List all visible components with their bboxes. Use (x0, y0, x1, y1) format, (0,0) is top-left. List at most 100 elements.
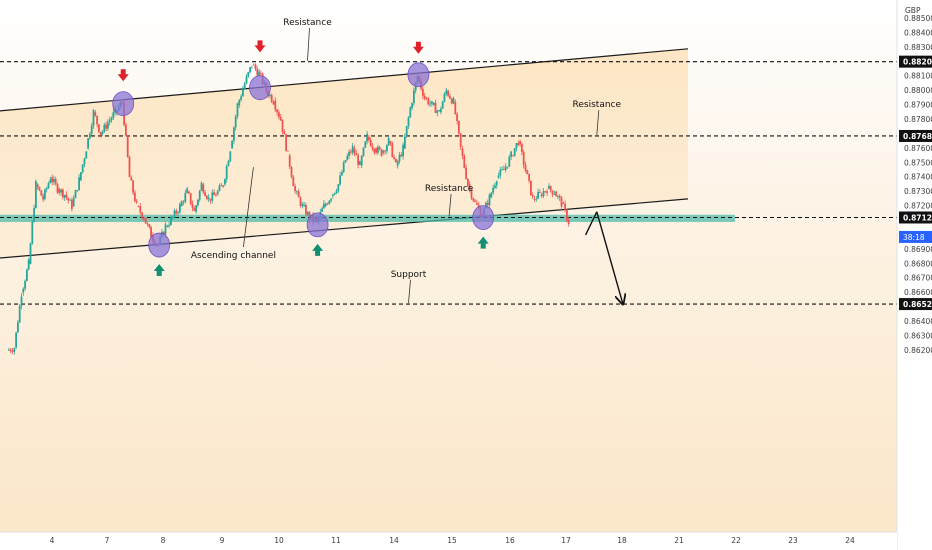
candle (425, 96, 428, 101)
candle (332, 194, 334, 199)
time-tick-label: 16 (505, 536, 515, 545)
candle (519, 139, 521, 147)
price-axis-background (897, 0, 932, 550)
candle (24, 279, 26, 291)
annotations-layer: Resistance Resistance Resistance Ascending … (191, 18, 622, 304)
candle (220, 182, 223, 187)
candle (287, 150, 289, 152)
candle (508, 154, 511, 168)
candle (168, 221, 170, 229)
time-axis[interactable]: 4 7 8 9 10 11 14 15 16 17 18 21 22 23 24 (50, 536, 855, 545)
candle (395, 158, 397, 163)
candle (368, 134, 370, 143)
price-tick-label: 0.88100 (904, 72, 932, 81)
candle (191, 200, 194, 212)
candle (432, 102, 435, 106)
candle (211, 189, 214, 204)
candle (96, 115, 98, 128)
candle (71, 197, 73, 212)
candle (67, 197, 70, 204)
candle (384, 149, 386, 155)
candle (62, 188, 64, 200)
time-tick-label: 8 (161, 536, 166, 545)
candle (461, 145, 464, 160)
candle (58, 187, 61, 196)
channel-lower-line[interactable] (0, 198, 689, 259)
price-tick-label: 0.86200 (904, 346, 932, 355)
candle (76, 190, 79, 193)
candle (402, 142, 404, 160)
price-tick-label: 0.86300 (904, 331, 932, 340)
candle (63, 194, 66, 201)
candle (396, 159, 399, 169)
arrow-down-icon (412, 41, 424, 54)
candle (197, 198, 199, 208)
candle (148, 223, 151, 229)
candle (359, 160, 361, 166)
candle (400, 152, 403, 158)
candle (387, 137, 390, 146)
pivot-circle-3 (306, 212, 329, 238)
candle (530, 180, 532, 196)
candle (407, 116, 410, 130)
candle (488, 193, 491, 209)
candle (305, 202, 307, 216)
candle (296, 190, 298, 195)
candle (200, 181, 203, 192)
candle (456, 112, 458, 125)
candle (85, 150, 88, 159)
candle (517, 140, 520, 146)
time-tick-label: 9 (220, 536, 225, 545)
candle (42, 193, 44, 202)
candle (445, 87, 448, 96)
time-tick-label: 21 (674, 536, 684, 545)
candle (357, 152, 359, 169)
candle (337, 184, 340, 194)
candle (44, 188, 46, 201)
candle (560, 195, 563, 210)
candle (404, 133, 406, 150)
candle (233, 126, 235, 144)
candle (143, 216, 145, 222)
channel-fill (0, 48, 688, 259)
candle (544, 190, 547, 193)
time-tick-label: 14 (389, 536, 399, 545)
arrow-up-icon (153, 264, 165, 277)
candle (330, 197, 332, 203)
candle (465, 164, 467, 180)
arrow-down-icon (117, 69, 129, 82)
candle (137, 205, 140, 208)
support-resistance-zone[interactable] (0, 214, 735, 222)
candle (227, 159, 230, 167)
candle (342, 160, 345, 174)
candle (540, 192, 543, 199)
candle (51, 174, 53, 186)
candle (562, 201, 565, 205)
candle (18, 304, 21, 324)
current-price-timer: 38:18 (899, 230, 932, 243)
candle (189, 193, 192, 206)
candle (8, 347, 10, 351)
candle (335, 188, 338, 195)
candle (386, 143, 388, 154)
candle (533, 195, 536, 202)
candle (110, 116, 113, 123)
candle (355, 150, 358, 156)
candle (279, 114, 282, 121)
candle (454, 99, 457, 115)
candle (378, 145, 381, 151)
candle (566, 208, 568, 223)
candle (348, 149, 350, 159)
candle (272, 99, 275, 106)
candle (274, 97, 277, 112)
markers-layer (117, 40, 489, 277)
candle (297, 188, 300, 198)
candle (141, 211, 143, 221)
candle (254, 63, 257, 72)
arrow-up-icon (477, 236, 489, 249)
candle (398, 151, 401, 164)
candle (467, 178, 469, 187)
time-tick-label: 22 (731, 536, 741, 545)
